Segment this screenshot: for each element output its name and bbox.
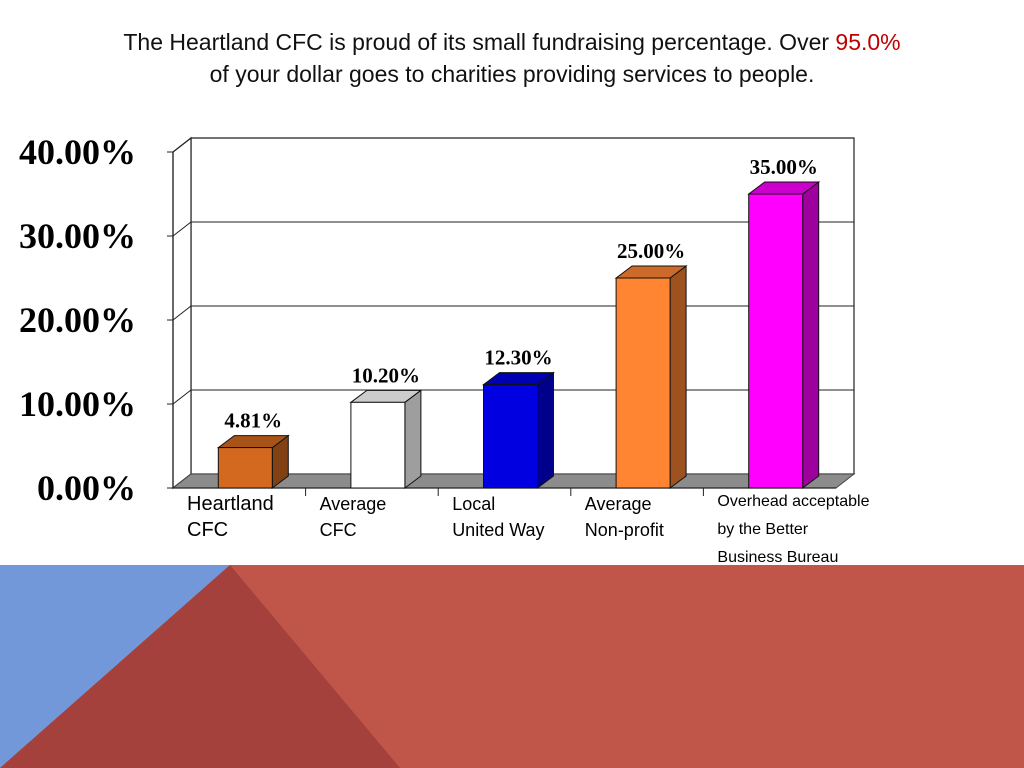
- gridline: [172, 221, 854, 237]
- category-label: Overhead acceptable: [717, 493, 869, 510]
- title-line-2: of your dollar goes to charities providi…: [209, 61, 815, 87]
- data-label: 10.20%: [352, 363, 420, 387]
- footer-decoration: [0, 565, 1024, 768]
- footer-dark-shape: [0, 565, 400, 768]
- gridline: [172, 137, 854, 153]
- slide-title: The Heartland CFC is proud of its small …: [0, 26, 1024, 90]
- bar-side: [537, 371, 554, 489]
- bar: [483, 384, 538, 489]
- y-tick-label: 10.00%: [19, 384, 136, 424]
- bar: [615, 277, 671, 489]
- category-label: by the Better: [717, 521, 808, 538]
- bar-side: [404, 389, 422, 489]
- bar-side: [802, 181, 820, 489]
- bar: [217, 447, 273, 489]
- category-label: Average: [320, 494, 387, 514]
- y-tick-label: 20.00%: [19, 300, 136, 340]
- category-label: Heartland: [187, 493, 274, 515]
- data-label: 4.81%: [224, 409, 282, 433]
- category-label: CFC: [187, 519, 228, 541]
- category-label: Average: [585, 494, 652, 514]
- category-label: Local: [452, 494, 495, 514]
- y-tick-label: 40.00%: [19, 132, 136, 172]
- category-label: United Way: [452, 520, 544, 540]
- title-text: The Heartland CFC is proud of its small …: [123, 29, 836, 55]
- bar: [350, 401, 406, 489]
- bar-side: [669, 265, 687, 489]
- data-label: 25.00%: [617, 239, 685, 263]
- title-highlight: 95.0%: [835, 29, 901, 55]
- data-label: 35.00%: [750, 155, 818, 179]
- category-label: Business Bureau: [717, 549, 838, 565]
- y-tick-label: 0.00%: [37, 468, 136, 508]
- y-tick-label: 30.00%: [19, 216, 136, 256]
- category-label: Non-profit: [585, 520, 664, 540]
- bar: [748, 193, 804, 489]
- category-label: CFC: [320, 520, 357, 540]
- data-label: 12.30%: [484, 346, 552, 370]
- bar-chart: 0.00% 10.00% 20.00% 30.00% 40.00% 4.81% Heartl…: [19, 132, 870, 565]
